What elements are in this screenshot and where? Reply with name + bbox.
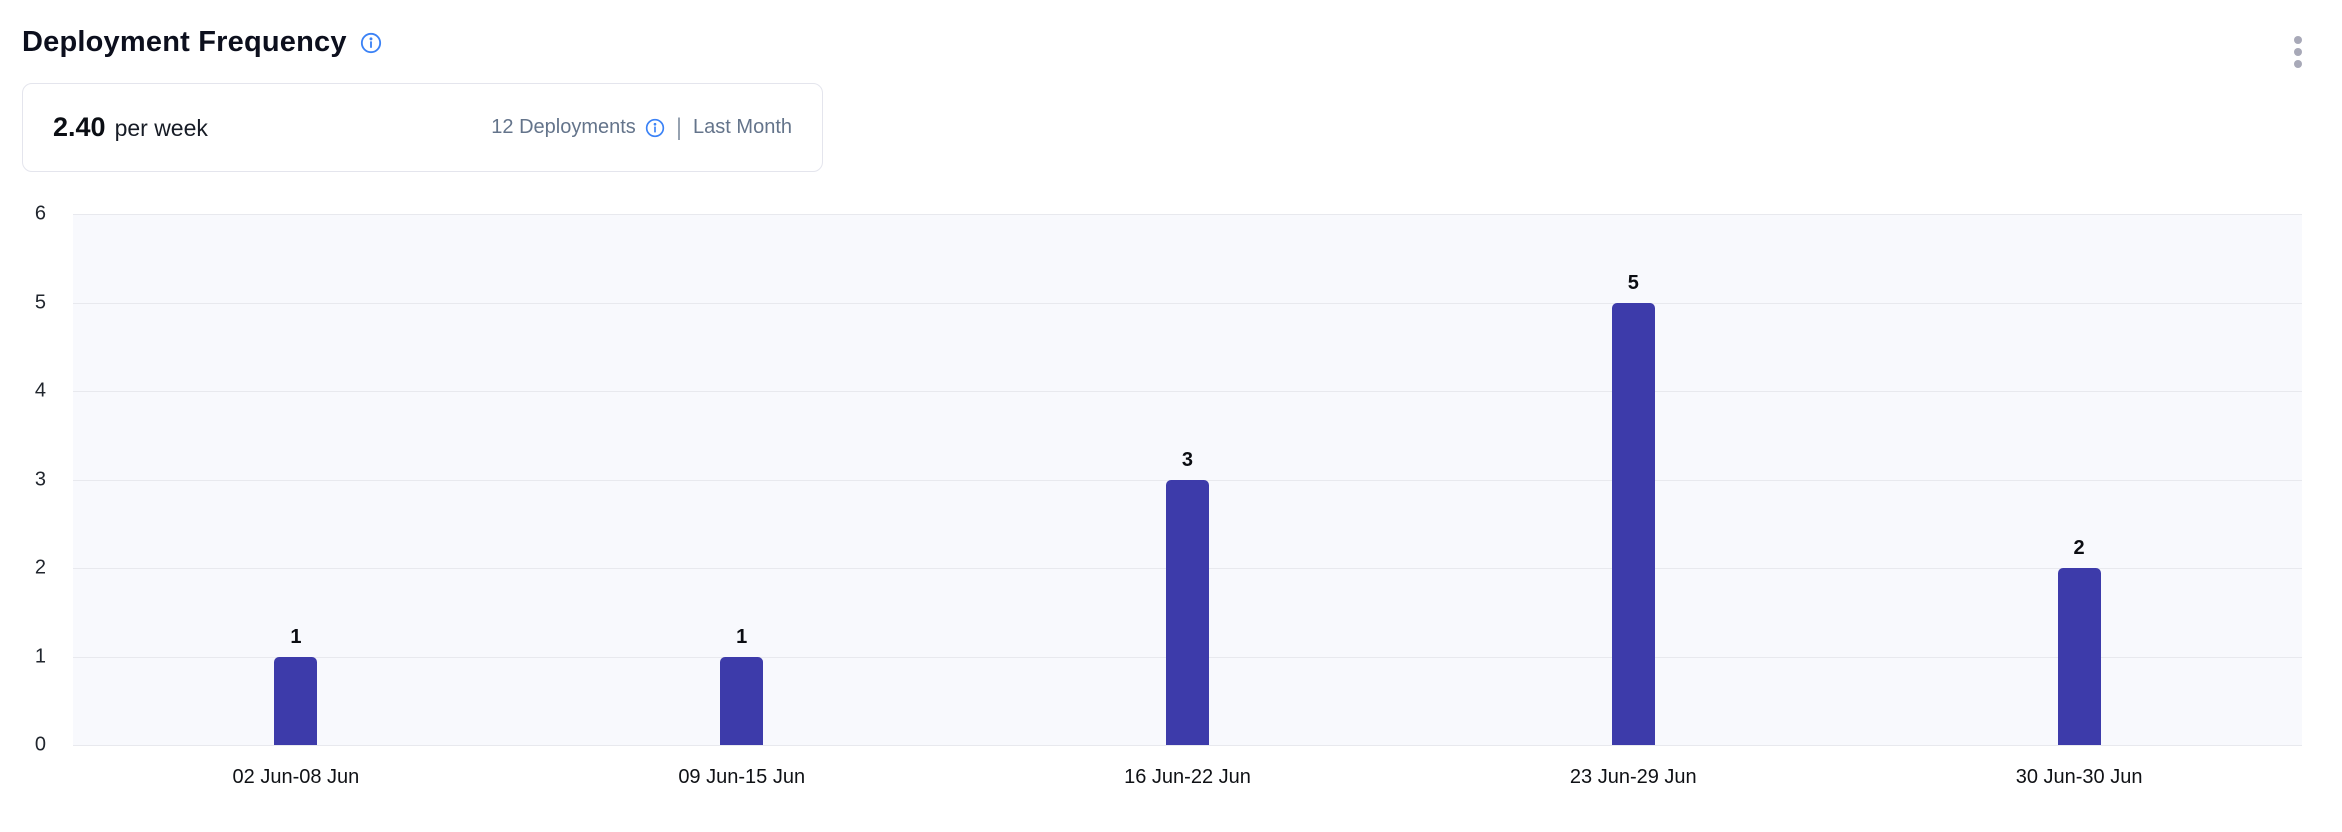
gridline: [73, 302, 2302, 304]
summary-card: 2.40 per week 12 Deployments | Last Mont…: [22, 83, 823, 172]
y-tick-label: 4: [34, 379, 46, 402]
deployment-bar[interactable]: 2: [2057, 537, 2101, 745]
deployment-bar[interactable]: 1: [720, 626, 764, 745]
bar-value-label: 1: [290, 625, 302, 648]
bars-layer: 1 1 3 5 2: [73, 214, 2302, 745]
kebab-dot: [2294, 60, 2302, 68]
bar-value-label: 1: [736, 625, 748, 648]
deployments-count-label: 12 Deployments: [491, 116, 636, 138]
bar-value-label: 2: [2073, 537, 2085, 559]
x-tick-label: 02 Jun-08 Jun: [232, 766, 360, 788]
x-tick-label: 09 Jun-15 Jun: [678, 766, 806, 788]
kebab-dot: [2294, 48, 2302, 56]
deploy-rate: 2.40 per week: [53, 112, 208, 143]
gridline: [73, 745, 2302, 746]
gridline: [73, 391, 2302, 392]
y-tick-label: 2: [34, 556, 46, 579]
period-label: Last Month: [693, 116, 792, 138]
bar-slot: 1: [519, 214, 965, 745]
kebab-dot: [2294, 36, 2302, 44]
y-axis: 0 1 2 3 4 5 6: [0, 203, 73, 756]
bar-value-label: 3: [1181, 448, 1194, 471]
plot-area: 1 1 3 5 2: [73, 214, 2302, 746]
x-axis: 02 Jun-08 Jun 09 Jun-15 Jun 16 Jun-22 Jun 2…: [73, 766, 2302, 789]
y-tick-label: 0: [34, 733, 46, 756]
deployment-bar[interactable]: 1: [274, 626, 318, 745]
deploy-rate-value: 2.40: [53, 112, 106, 142]
bar-value-label: 5: [1627, 271, 1639, 294]
kebab-menu-icon[interactable]: [2290, 30, 2306, 74]
bar-slot: 5: [1410, 214, 1856, 745]
y-tick-label: 6: [34, 202, 46, 225]
title-info-icon[interactable]: [360, 32, 382, 54]
gridline: [73, 214, 2302, 215]
x-tick-label: 23 Jun-29 Jun: [1569, 766, 1697, 788]
deploy-rate-unit: per week: [114, 115, 208, 141]
bar-slot: 3: [965, 214, 1411, 745]
y-tick-label: 3: [34, 468, 46, 490]
y-tick-label: 5: [34, 291, 46, 313]
bar-slot: 1: [73, 214, 519, 745]
x-tick-label: 16 Jun-22 Jun: [1124, 766, 1251, 788]
y-tick-label: 1: [34, 645, 46, 667]
widget-header: Deployment Frequency: [0, 0, 2342, 68]
x-tick-label: 30 Jun-30 Jun: [2015, 766, 2143, 788]
separator: |: [675, 113, 683, 141]
deployment-bar[interactable]: 3: [1165, 449, 1209, 745]
deployment-frequency-chart: 0 1 2 3 4 5 6 1 1 3 5 2 02 Jun-08 Jun 09 Jun-15 Jun…: [0, 203, 2302, 789]
deployments-info-icon[interactable]: [645, 118, 665, 138]
bar-slot: 2: [1856, 214, 2302, 745]
deployment-bar[interactable]: 5: [1611, 272, 1655, 745]
deployments-summary: 12 Deployments | Last Month: [491, 114, 792, 142]
page-title: Deployment Frequency: [22, 26, 347, 58]
